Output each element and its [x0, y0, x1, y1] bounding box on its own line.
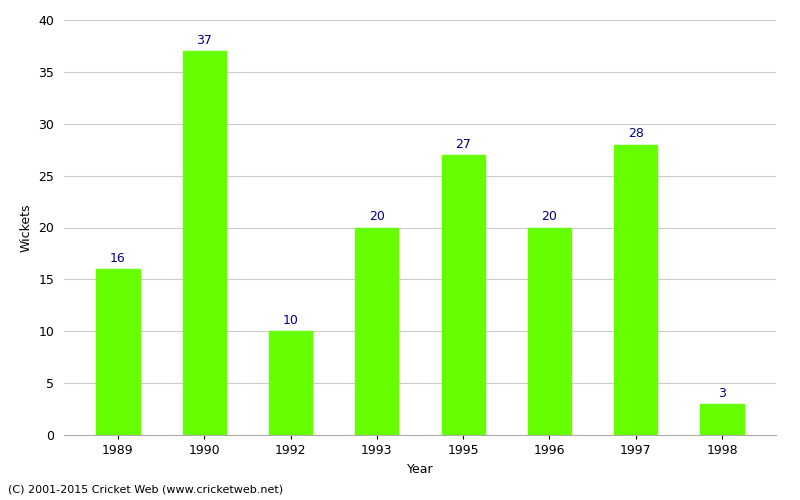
Bar	[269, 331, 312, 435]
Bar	[528, 228, 571, 435]
Text: 27: 27	[455, 138, 471, 150]
Text: 28: 28	[628, 128, 644, 140]
Text: 20: 20	[369, 210, 385, 224]
Text: (C) 2001-2015 Cricket Web (www.cricketweb.net): (C) 2001-2015 Cricket Web (www.cricketwe…	[8, 485, 283, 495]
Text: 20: 20	[542, 210, 558, 224]
Bar	[96, 269, 139, 435]
Text: 3: 3	[718, 386, 726, 400]
Y-axis label: Wickets: Wickets	[20, 203, 33, 252]
X-axis label: Year: Year	[406, 462, 434, 475]
Text: 37: 37	[196, 34, 212, 47]
Bar	[614, 144, 658, 435]
Text: 16: 16	[110, 252, 126, 265]
Text: 10: 10	[282, 314, 298, 327]
Bar	[701, 404, 744, 435]
Bar	[355, 228, 398, 435]
Bar	[442, 155, 485, 435]
Bar	[182, 51, 226, 435]
